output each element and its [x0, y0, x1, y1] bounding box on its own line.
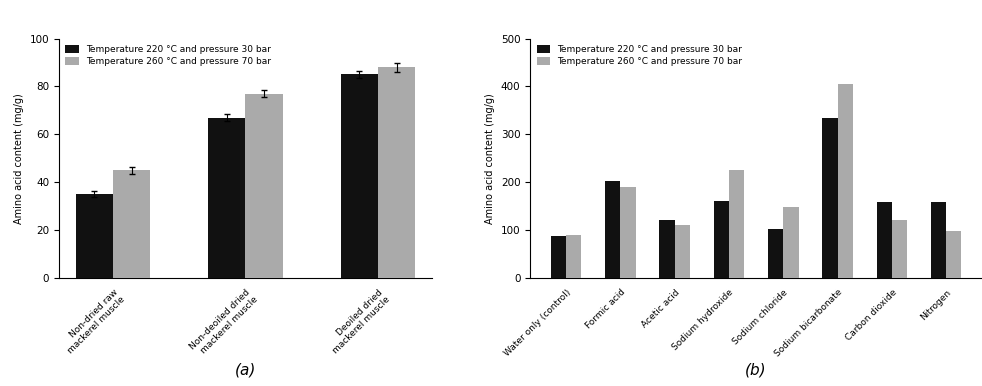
- Bar: [931, 202, 947, 278]
- Bar: [947, 231, 961, 278]
- Y-axis label: Amino acid content (mg/g): Amino acid content (mg/g): [14, 93, 24, 223]
- Bar: [768, 229, 784, 278]
- Bar: [208, 118, 246, 278]
- Bar: [714, 201, 729, 278]
- Text: (b): (b): [745, 363, 767, 378]
- Bar: [605, 181, 621, 278]
- Bar: [246, 94, 283, 278]
- Bar: [784, 207, 798, 278]
- Text: (a): (a): [235, 363, 256, 378]
- Bar: [877, 202, 892, 278]
- Legend: Temperature 220 °C and pressure 30 bar, Temperature 260 °C and pressure 70 bar: Temperature 220 °C and pressure 30 bar, …: [64, 43, 273, 68]
- Bar: [660, 220, 675, 278]
- Bar: [113, 170, 150, 278]
- Bar: [675, 225, 690, 278]
- Bar: [838, 84, 852, 278]
- Bar: [892, 220, 907, 278]
- Bar: [551, 236, 566, 278]
- Bar: [566, 235, 581, 278]
- Bar: [822, 118, 838, 278]
- Bar: [729, 170, 744, 278]
- Bar: [341, 74, 378, 278]
- Bar: [621, 187, 635, 278]
- Bar: [378, 67, 415, 278]
- Legend: Temperature 220 °C and pressure 30 bar, Temperature 260 °C and pressure 70 bar: Temperature 220 °C and pressure 30 bar, …: [535, 43, 744, 68]
- Bar: [76, 194, 113, 278]
- Y-axis label: Amino acid content (mg/g): Amino acid content (mg/g): [485, 93, 495, 223]
